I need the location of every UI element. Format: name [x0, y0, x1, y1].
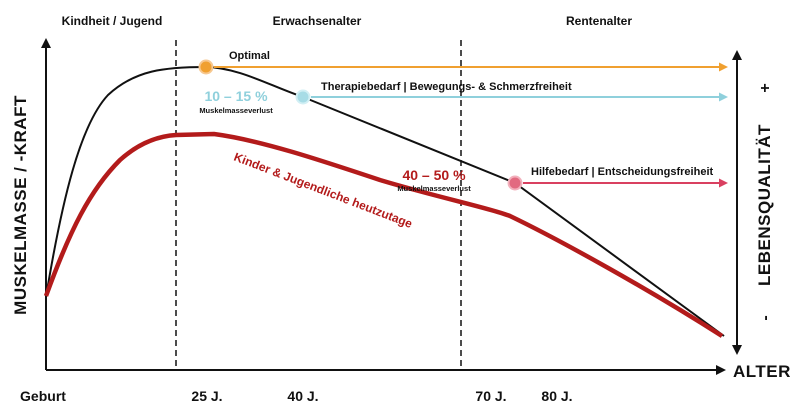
- x-axis-label: ALTER: [733, 362, 791, 381]
- marker-optimal: [198, 59, 214, 75]
- tick-label-birth: Geburt: [20, 388, 66, 404]
- y-axis-label: MUSKELMASSE / -KRAFT: [11, 95, 30, 315]
- marker-label-therapy: Therapiebedarf | Bewegungs- & Schmerzfre…: [321, 81, 572, 93]
- annotation-40-50-value: 40 – 50 %: [402, 167, 466, 183]
- y2-minus-sign: -: [757, 315, 774, 320]
- y2-axis-label: LEBENSQUALITÄT: [755, 124, 774, 286]
- marker-label-optimal: Optimal: [229, 50, 270, 62]
- marker-help: [507, 175, 523, 191]
- y2-plus-sign: +: [757, 83, 774, 92]
- phase-label-adulthood: Erwachsenalter: [273, 14, 362, 28]
- tick-label-70: 70 J.: [475, 388, 506, 404]
- series-line-red: [43, 131, 724, 338]
- tick-label-40: 40 J.: [287, 388, 318, 404]
- marker-therapy: [295, 89, 311, 105]
- tick-label-80: 80 J.: [541, 388, 572, 404]
- annotation-10-15-sub: Muskelmasseverlust: [199, 106, 273, 115]
- phase-label-retirement: Rentenalter: [566, 14, 632, 28]
- series-line-black: [45, 65, 725, 337]
- annotation-10-15-value: 10 – 15 %: [204, 88, 268, 104]
- phase-label-childhood: Kindheit / Jugend: [62, 14, 163, 28]
- annotation-40-50-sub: Muskelmasseverlust: [397, 184, 471, 193]
- marker-label-help: Hilfebedarf | Entscheidungsfreiheit: [531, 166, 713, 178]
- tick-label-25: 25 J.: [191, 388, 222, 404]
